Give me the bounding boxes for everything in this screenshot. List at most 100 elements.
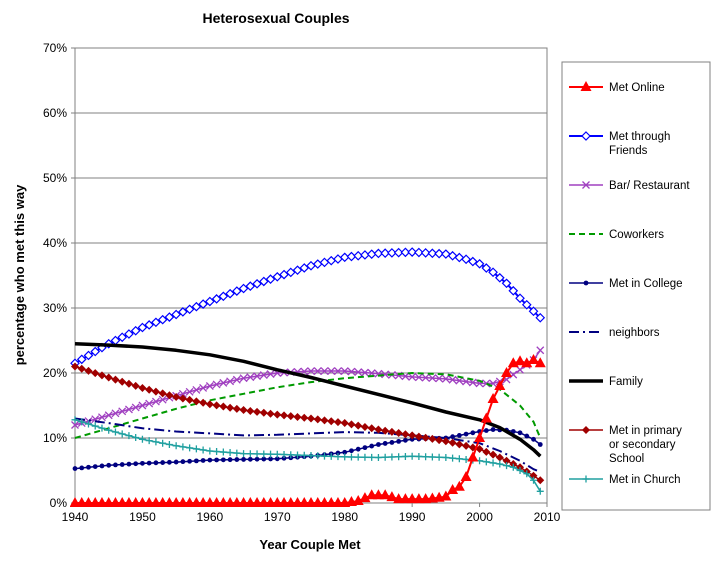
point-met-in-church [132, 433, 140, 441]
point-met-in-college [463, 431, 469, 437]
y-axis-ticks: 0% 10% 20% 30% 40% 50% 60% 70% [43, 41, 75, 510]
point-met-in-primary-or-secondary-school [273, 410, 282, 419]
point-met-in-primary-or-secondary-school [185, 395, 194, 404]
point-met-through-friends [231, 286, 242, 296]
point-met-through-friends [258, 276, 269, 287]
point-met-in-college [160, 460, 166, 465]
point-met-in-church [442, 454, 450, 461]
point-met-in-primary-or-secondary-school [421, 433, 430, 442]
point-met-through-friends [387, 248, 397, 258]
point-bar-restaurant [145, 399, 154, 408]
point-met-in-church [273, 450, 281, 458]
point-met-in-primary-or-secondary-school [441, 437, 450, 446]
point-met-through-friends [117, 332, 128, 343]
point-met-in-college [274, 456, 280, 462]
point-met-in-church [503, 462, 511, 470]
point-met-in-church [428, 453, 436, 461]
point-met-in-church [192, 445, 200, 453]
series-met-in-primary-or-secondary-school [71, 362, 545, 485]
point-met-in-primary-or-secondary-school [387, 427, 396, 436]
point-met-through-friends [373, 248, 384, 259]
point-bar-restaurant [192, 385, 201, 394]
point-met-in-church [334, 453, 342, 461]
point-met-through-friends [178, 307, 188, 317]
point-bar-restaurant [536, 346, 545, 355]
point-met-online [460, 471, 472, 481]
x-tick-label: 1940 [62, 510, 89, 524]
point-met-in-primary-or-secondary-school [124, 379, 133, 388]
legend-label: Family [609, 376, 643, 388]
point-met-through-friends [285, 267, 296, 278]
point-met-online [467, 451, 479, 462]
point-met-in-college [490, 427, 496, 432]
point-met-in-church [300, 451, 308, 459]
point-bar-restaurant [185, 387, 194, 396]
point-met-through-friends [218, 291, 229, 302]
point-met-in-primary-or-secondary-school [340, 419, 349, 428]
point-met-in-church [233, 449, 241, 457]
point-met-through-friends [238, 283, 249, 294]
point-met-in-college [355, 446, 361, 452]
series-coworkers [74, 372, 542, 439]
point-met-in-church [462, 455, 470, 463]
series-met-online [70, 354, 546, 507]
point-met-in-church [145, 437, 153, 445]
legend-item-met-online: Met Online [569, 81, 665, 94]
point-met-in-college [227, 457, 233, 463]
point-bar-restaurant [219, 378, 228, 387]
point-met-online [359, 492, 371, 503]
point-bar-restaurant [205, 382, 214, 390]
point-met-in-church [347, 453, 355, 461]
series-met-in-church [71, 416, 544, 495]
point-met-in-primary-or-secondary-school [172, 393, 181, 402]
point-met-in-church [199, 446, 207, 454]
point-met-in-church [240, 450, 248, 458]
point-bar-restaurant [320, 367, 329, 376]
x-tick-label: 1970 [264, 510, 291, 524]
point-met-in-church [435, 453, 443, 461]
point-met-in-church [152, 438, 160, 446]
legend-label: Met in primary or secondary School [609, 425, 682, 465]
point-met-through-friends [299, 263, 310, 273]
point-met-through-friends [279, 269, 289, 280]
point-met-in-primary-or-secondary-school [489, 450, 498, 459]
point-met-online [474, 432, 486, 442]
point-bar-restaurant [408, 372, 417, 381]
point-bar-restaurant [259, 371, 268, 380]
point-met-through-friends [494, 272, 505, 283]
point-met-in-primary-or-secondary-school [307, 414, 315, 423]
y-axis-title: percentage who met this way [12, 184, 27, 365]
point-met-in-church [341, 453, 349, 461]
point-met-online [440, 490, 452, 501]
point-met-in-church [374, 454, 382, 461]
point-met-in-primary-or-secondary-school [259, 408, 268, 417]
point-met-in-primary-or-secondary-school [347, 420, 356, 429]
point-met-in-church [159, 439, 167, 447]
point-met-in-college [153, 460, 159, 466]
point-met-in-college [99, 463, 105, 469]
legend-label: Met in College [609, 278, 683, 290]
point-met-in-church [111, 428, 119, 436]
point-met-in-college [133, 461, 139, 467]
point-met-in-primary-or-secondary-school [401, 430, 410, 439]
point-met-through-friends [333, 254, 343, 264]
point-met-in-college [167, 459, 172, 465]
point-met-online [534, 357, 546, 368]
point-met-in-church [138, 435, 146, 443]
point-bar-restaurant [158, 395, 167, 404]
legend-label: Bar/ Restaurant [609, 180, 690, 192]
point-met-in-church [415, 452, 423, 460]
point-met-through-friends [521, 299, 532, 310]
legend-item-met-in-college: Met in College [569, 278, 683, 290]
point-met-in-church [388, 453, 396, 461]
point-met-in-primary-or-secondary-school [226, 403, 235, 412]
point-met-in-church [455, 455, 463, 463]
point-met-in-college [79, 465, 85, 471]
point-met-through-friends [326, 255, 337, 266]
x-tick-label: 1960 [197, 510, 224, 524]
point-met-in-church [226, 449, 234, 457]
point-met-through-friends [191, 301, 202, 312]
point-met-in-primary-or-secondary-school [219, 402, 228, 411]
point-met-in-primary-or-secondary-school [77, 364, 86, 373]
